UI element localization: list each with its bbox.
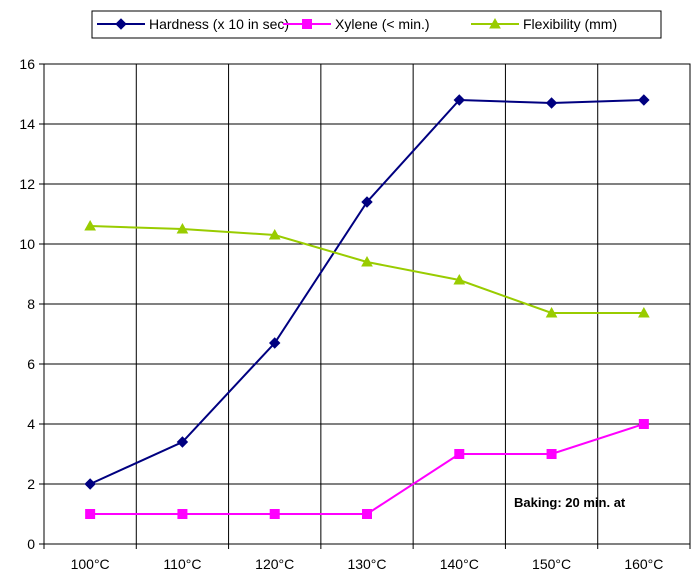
data-point [545,306,558,318]
legend-marker [489,17,501,29]
data-point [361,255,373,267]
legend-box [91,10,662,39]
x-tick-label: 150°C [532,556,571,572]
x-tick-label: 100°C [71,556,110,572]
data-point [361,196,373,208]
data-point [453,94,465,106]
y-tick-label: 14 [19,116,35,132]
data-point [177,509,188,519]
data-point [176,222,189,234]
data-point [269,337,281,349]
data-point [638,94,650,106]
legend-marker [302,19,312,29]
legend-label: Flexibility (mm) [523,16,617,32]
x-tick-label: 130°C [347,556,386,572]
y-tick-label: 8 [27,296,35,312]
y-tick-label: 12 [19,176,35,192]
data-point [362,509,372,519]
x-tick-label: 120°C [255,556,294,572]
x-tick-label: 110°C [163,556,201,572]
axes: 0 2 4 6 8 10 12 14 16 100°C 110°C 120°C 130°C 140°C 15… [19,56,691,572]
x-tick-label: 160°C [624,556,663,572]
data-point [85,509,96,519]
legend-marker [115,18,127,30]
series-1 [85,419,649,519]
y-tick-label: 10 [19,236,35,252]
series-2 [84,219,650,318]
data-point [176,436,189,448]
y-tick-label: 6 [27,356,35,372]
data-point [268,228,281,240]
y-tick-label: 0 [27,536,35,552]
data-point [84,219,96,231]
x-tick-label: 140°C [440,556,479,572]
data-point [545,97,558,109]
data-point [84,478,96,490]
data-point [269,509,280,519]
data-point [638,419,649,429]
legend: Hardness (x 10 in sec) Xylene (< min.) Fle… [91,10,662,39]
data-point [454,449,465,459]
baking-annotation: Baking: 20 min. at [514,495,626,510]
y-tick-label: 16 [19,56,35,72]
data-point [546,449,557,459]
legend-label: Hardness (x 10 in sec) [149,16,289,32]
series-0 [84,94,650,490]
y-tick-label: 4 [27,416,35,432]
y-tick-label: 2 [27,476,35,492]
data-point [638,306,650,318]
legend-label: Xylene (< min.) [335,16,430,32]
series-layer [84,94,650,519]
data-point [453,273,466,285]
